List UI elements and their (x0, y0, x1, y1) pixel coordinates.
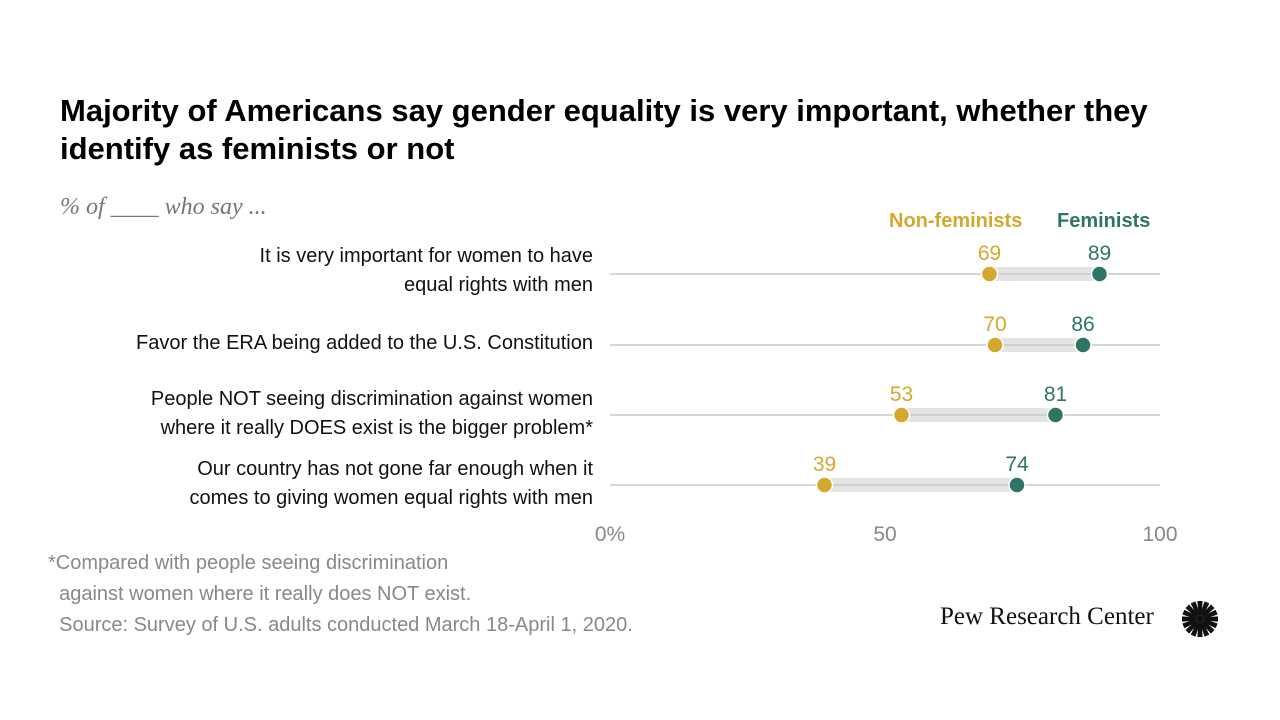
x-tick-label: 50 (873, 523, 896, 546)
row-label-line: Favor the ERA being added to the U.S. Co… (136, 332, 593, 354)
row-label-1: It is very important for women to have e… (260, 242, 593, 300)
dot-non-feminists (986, 336, 1004, 354)
data-label: 69 (978, 242, 1001, 265)
x-tick-label: 100 (1142, 523, 1177, 546)
data-label: 74 (1005, 453, 1029, 476)
data-label: 86 (1071, 313, 1094, 336)
row-label-line: where it really DOES exist is the bigger… (160, 417, 593, 439)
sunburst-icon (1182, 601, 1218, 637)
pew-logo: Pew Research Center (940, 601, 1218, 637)
chart-title: Majority of Americans say gender equalit… (60, 93, 1148, 166)
dot-non-feminists (815, 476, 834, 494)
row-label-line: People NOT seeing discrimination against… (150, 388, 593, 410)
data-label: 39 (813, 453, 836, 476)
footnote-line: *Compared with people seeing discriminat… (48, 552, 449, 574)
dot-feminists (1046, 406, 1065, 424)
data-label: 70 (983, 313, 1006, 336)
row-label-line: Our country has not gone far enough when… (197, 458, 593, 480)
source-line: Source: Survey of U.S. adults conducted … (48, 614, 633, 636)
legend-feminists: Feminists (1057, 210, 1151, 232)
data-label: 89 (1088, 242, 1111, 265)
legend-non-feminists: Non-feminists (889, 210, 1023, 232)
dot-non-feminists (980, 265, 999, 283)
footnote: *Compared with people seeing discriminat… (48, 548, 633, 641)
footnote-line: against women where it really does NOT e… (48, 583, 472, 605)
row-label-line: equal rights with men (404, 274, 593, 296)
row-label-3: People NOT seeing discrimination against… (151, 385, 593, 443)
dot-feminists (1074, 336, 1092, 354)
data-label: 81 (1044, 383, 1067, 406)
logo-text: Pew Research Center (940, 603, 1154, 630)
chart-subtitle: % of ____ who say ... (60, 194, 267, 220)
row-label-2: Favor the ERA being added to the U.S. Co… (136, 329, 593, 358)
dot-feminists (1090, 265, 1109, 283)
data-label: 53 (890, 383, 913, 406)
row-label-line: It is very important for women to have (259, 245, 593, 267)
dot-feminists (1008, 476, 1026, 494)
dot-non-feminists (892, 406, 911, 424)
row-label-line: comes to giving women equal rights with … (189, 487, 593, 509)
x-tick-label: 0% (595, 523, 625, 546)
row-label-4: Our country has not gone far enough when… (189, 455, 593, 513)
